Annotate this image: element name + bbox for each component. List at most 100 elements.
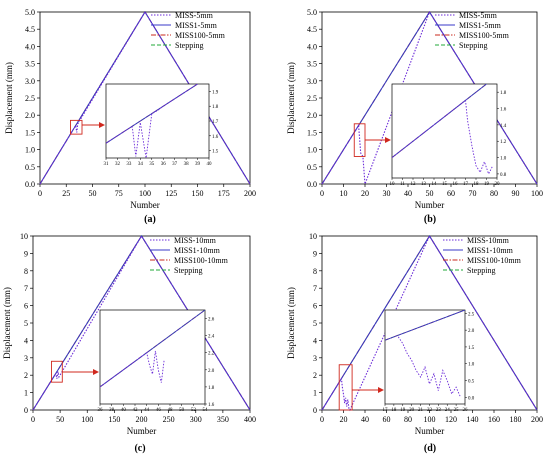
inset-x-tick-label: 19 (484, 182, 490, 187)
inset-x-tick-label: 22 (427, 408, 433, 413)
x-axis-label: Number (127, 426, 157, 436)
y-tick-label: 4 (24, 336, 28, 345)
legend-entry: MISS100-5mm (459, 31, 510, 40)
inset-series-line-1 (397, 336, 462, 398)
chart-panel-2: 0 10 20 30 40 50 60 70 80 90 100 0.0 0.5 1.0 1.5 2.0 2.5… (286, 8, 543, 225)
inset-x-tick-label: 15 (442, 182, 448, 187)
x-tick-label: 175 (218, 189, 230, 198)
y-tick-label: 3.5 (307, 60, 317, 69)
legend-entry: MISS1-10mm (467, 246, 514, 255)
inset-x-tick-label: 35 (149, 162, 155, 167)
inset-x-tick-label: 54 (203, 408, 209, 413)
inset-y-tick-label: 0.8 (500, 173, 507, 178)
inset-x-tick-label: 36 (98, 408, 104, 413)
y-tick-label: 2.5 (307, 94, 317, 103)
zoom-box (338, 364, 353, 411)
inset-x-tick-label: 13 (421, 182, 427, 187)
y-tick-label: 3 (24, 354, 28, 363)
chart-panel-1: 0 25 50 75 100 125 150 175 200 0.0 0.5 1.0 1.5 2.0 2.5… (4, 8, 256, 225)
x-tick-label: 150 (108, 415, 120, 424)
inset-x-tick-label: 36 (161, 162, 167, 167)
y-tick-label: 10 (309, 232, 317, 241)
inset-x-tick-label: 40 (207, 162, 213, 167)
x-tick-label: 140 (467, 415, 479, 424)
x-tick-label: 40 (361, 415, 369, 424)
y-tick-label: 5 (24, 319, 28, 328)
inset-x-tick-label: 37 (172, 162, 178, 167)
legend-entry: MISS100-5mm (175, 31, 226, 40)
zoom-box (69, 119, 83, 135)
inset-y-tick-label: 2.0 (468, 329, 475, 334)
y-tick-label: 1.0 (307, 146, 317, 155)
x-tick-label: 40 (404, 189, 412, 198)
zoom-box (353, 123, 366, 157)
y-tick-label: 3.0 (25, 77, 35, 86)
x-tick-label: 50 (89, 189, 97, 198)
inset-plot: 31 32 33 34 35 36 37 38 39 40 1.5 1.6 1.7 1.8 1.9 (104, 83, 219, 167)
inset-y-tick-label: 1.6 (212, 135, 219, 140)
x-tick-label: 350 (217, 415, 229, 424)
inset-plot: 10 11 12 13 14 15 16 17 18 19 20 0.8 1.0 1.2 1.4 1.6 1.8 (390, 83, 507, 187)
y-tick-label: 4.5 (307, 25, 317, 34)
inset-y-tick-label: 1.9 (212, 90, 219, 95)
legend-entry: MISS-5mm (459, 11, 498, 20)
inset-series-line-1 (100, 350, 165, 388)
inset-x-tick-label: 11 (400, 182, 405, 187)
y-tick-label: 3.5 (25, 60, 35, 69)
inset-y-tick-label: 1.8 (208, 386, 215, 391)
series-line-1 (39, 10, 251, 185)
legend-entry: Stepping (174, 266, 202, 275)
x-tick-label: 50 (426, 189, 434, 198)
inset-x-tick-label: 26 (463, 408, 469, 413)
y-tick-label: 1 (24, 389, 28, 398)
inset-x-tick-label: 42 (133, 408, 139, 413)
y-tick-label: 1.0 (25, 146, 35, 155)
x-axis-label: Number (130, 200, 160, 210)
inset-y-tick-label: 1.2 (500, 140, 507, 145)
inset-x-tick-label: 19 (400, 408, 406, 413)
inset-x-tick-label: 10 (390, 182, 396, 187)
inset-x-tick-label: 12 (411, 182, 417, 187)
x-tick-label: 400 (244, 415, 256, 424)
legend-entry: MISS100-10mm (174, 256, 229, 265)
y-tick-label: 0.5 (25, 163, 35, 172)
x-tick-label: 150 (192, 189, 204, 198)
x-tick-label: 20 (361, 189, 369, 198)
inset-x-tick-label: 44 (144, 408, 150, 413)
inset-x-tick-label: 17 (383, 408, 389, 413)
x-tick-label: 120 (445, 415, 457, 424)
x-axis-label: Number (415, 200, 445, 210)
inset-y-tick-label: 2.2 (208, 352, 215, 357)
inset-y-tick-label: 1.0 (500, 157, 507, 162)
y-tick-label: 4 (313, 336, 317, 345)
inset-x-tick-label: 52 (191, 408, 197, 413)
x-tick-label: 10 (340, 189, 348, 198)
legend-entry: MISS100-10mm (467, 256, 522, 265)
x-tick-label: 25 (62, 189, 70, 198)
x-tick-label: 50 (56, 415, 64, 424)
inset-plot: 17 18 19 20 21 22 23 24 25 26 0.0 0.5 1.0 1.5 2.0 2.5 (383, 309, 475, 413)
inset-x-tick-label: 32 (115, 162, 121, 167)
inset-y-tick-label: 1.4 (500, 124, 507, 129)
panel-label: (c) (134, 443, 145, 454)
inset-y-tick-label: 0.5 (468, 380, 475, 385)
x-tick-label: 60 (383, 415, 391, 424)
x-tick-label: 0 (38, 189, 42, 198)
y-tick-label: 2 (313, 371, 317, 380)
y-tick-label: 0.0 (25, 180, 35, 189)
inset-x-tick-label: 20 (495, 182, 501, 187)
inset-y-tick-label: 2.4 (208, 335, 215, 340)
x-tick-label: 200 (244, 189, 256, 198)
inset-x-tick-label: 18 (474, 182, 480, 187)
x-tick-label: 75 (115, 189, 123, 198)
inset-x-tick-label: 23 (436, 408, 442, 413)
inset-series-line-1 (392, 99, 494, 176)
x-tick-label: 20 (340, 415, 348, 424)
y-axis-label: Displacement (mm) (2, 287, 12, 359)
panel-label: (b) (424, 214, 436, 225)
inset-x-tick-label: 25 (454, 408, 460, 413)
y-tick-label: 0 (313, 406, 317, 415)
